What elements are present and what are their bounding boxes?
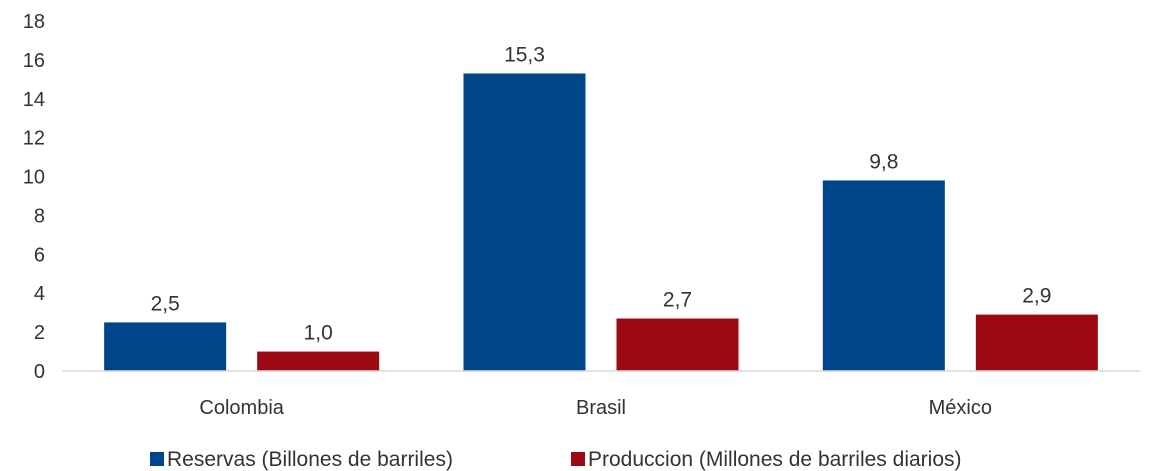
x-tick-label: México bbox=[929, 397, 992, 419]
bar-produccion-colombia bbox=[257, 351, 380, 371]
y-tick-label: 12 bbox=[23, 128, 45, 150]
x-axis: Colombia Brasil México bbox=[199, 397, 992, 419]
y-tick-label: 2 bbox=[34, 322, 45, 344]
bar-reservas-brasil bbox=[463, 73, 586, 371]
bar-produccion-brasil bbox=[616, 318, 739, 371]
y-tick-label: 18 bbox=[23, 11, 45, 33]
y-tick-label: 16 bbox=[23, 50, 45, 72]
data-label: 1,0 bbox=[304, 322, 333, 345]
y-tick-label: 10 bbox=[23, 167, 45, 189]
legend-swatch bbox=[571, 452, 585, 466]
data-label: 2,5 bbox=[151, 292, 180, 315]
y-tick-label: 0 bbox=[34, 361, 45, 383]
data-label: 15,3 bbox=[504, 44, 545, 67]
legend-swatch bbox=[150, 452, 164, 466]
y-axis: 0 2 4 6 8 10 12 14 16 18 bbox=[23, 11, 45, 383]
bars bbox=[104, 73, 1098, 371]
y-tick-label: 4 bbox=[34, 283, 45, 305]
x-tick-label: Brasil bbox=[576, 397, 626, 419]
data-label: 2,9 bbox=[1022, 285, 1051, 308]
legend-label: Reservas (Billones de barriles) bbox=[167, 448, 453, 471]
legend-label: Produccion (Millones de barriles diarios… bbox=[588, 448, 962, 471]
bar-reservas-méxico bbox=[822, 180, 945, 371]
data-label: 2,7 bbox=[663, 289, 692, 312]
data-label: 9,8 bbox=[869, 150, 898, 173]
bar-produccion-méxico bbox=[975, 314, 1098, 371]
data-labels: 2,5 1,0 15,3 2,7 9,8 2,9 bbox=[151, 44, 1052, 345]
y-tick-label: 8 bbox=[34, 205, 45, 227]
bar-reservas-colombia bbox=[104, 322, 227, 371]
y-tick-label: 14 bbox=[23, 89, 45, 111]
legend: Reservas (Billones de barriles) Produccio… bbox=[150, 448, 962, 471]
y-tick-label: 6 bbox=[34, 244, 45, 266]
x-tick-label: Colombia bbox=[199, 397, 284, 419]
